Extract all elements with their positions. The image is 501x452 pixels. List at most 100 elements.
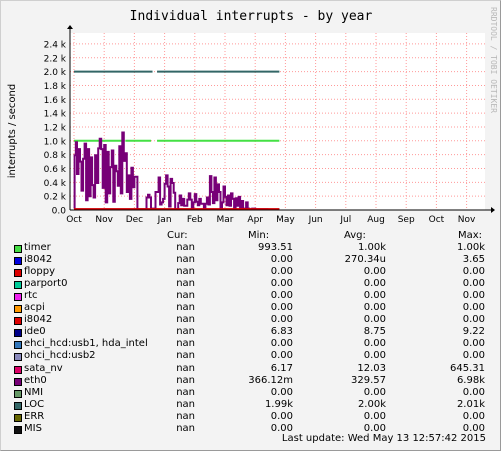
legend-min: 0.00 bbox=[270, 410, 293, 422]
y-tick-label: 2.2 k bbox=[44, 54, 67, 64]
legend-avg: 0.00 bbox=[363, 350, 386, 362]
legend-max: 0.00 bbox=[462, 290, 485, 302]
legend-min: 0.00 bbox=[270, 278, 293, 290]
legend-max: 1.00k bbox=[456, 242, 485, 253]
legend-swatch bbox=[14, 245, 22, 253]
legend-max: 0.00 bbox=[462, 314, 485, 326]
plot-background bbox=[70, 33, 485, 210]
y-tick-label: 0.6 k bbox=[44, 165, 67, 175]
legend-avg: 8.75 bbox=[363, 326, 386, 338]
legend-min: 0.00 bbox=[270, 422, 293, 434]
x-axis-ticks: Oct Nov Dec Jan Feb Mar Apr May Jun Jul Aug Sep Oct N… bbox=[66, 215, 476, 225]
legend-min: 0.00 bbox=[270, 338, 293, 350]
legend-cur: nan bbox=[176, 290, 195, 302]
legend-swatch bbox=[14, 269, 22, 278]
legend-name: NMI bbox=[24, 386, 44, 398]
legend-avg: 2.00k bbox=[357, 398, 386, 410]
y-tick-label: 1.2 k bbox=[44, 123, 67, 133]
legend-max: 9.22 bbox=[462, 326, 485, 338]
legend-name: ide0 bbox=[24, 326, 46, 338]
legend-avg: 0.00 bbox=[363, 302, 386, 314]
legend-cur: nan bbox=[176, 362, 195, 374]
legend-cur: nan bbox=[176, 314, 195, 326]
legend-name: MIS bbox=[24, 422, 42, 434]
legend-max: 0.00 bbox=[462, 410, 485, 422]
legend-max: 645.31 bbox=[450, 362, 485, 374]
legend-name: i8042 bbox=[24, 314, 53, 326]
legend-swatch bbox=[14, 293, 22, 302]
legend-min: 0.00 bbox=[270, 266, 293, 278]
legend-avg: 12.03 bbox=[357, 362, 386, 374]
legend-avg: 0.00 bbox=[363, 266, 386, 278]
legend-max: 0.00 bbox=[462, 278, 485, 290]
legend-name: rtc bbox=[24, 290, 38, 302]
legend-cur: nan bbox=[176, 302, 195, 314]
legend-avg: 0.00 bbox=[363, 410, 386, 422]
legend-name: LOC bbox=[24, 398, 45, 410]
legend-min: 0.00 bbox=[270, 350, 293, 362]
x-axis-arrow bbox=[491, 207, 495, 213]
x-tick-label: Dec bbox=[126, 215, 143, 225]
y-tick-label: 1.6 k bbox=[44, 96, 67, 106]
legend-min: 0.00 bbox=[270, 386, 293, 398]
legend-cur: nan bbox=[176, 254, 195, 266]
y-tick-label: 0.2 k bbox=[44, 193, 67, 203]
legend-min: 6.83 bbox=[270, 326, 293, 338]
legend-max: 2.01k bbox=[456, 398, 485, 410]
legend-swatch bbox=[14, 305, 22, 314]
x-tick-label: May bbox=[276, 215, 295, 225]
x-tick-label: Apr bbox=[247, 215, 263, 225]
x-tick-label: Feb bbox=[187, 215, 203, 225]
legend-swatch bbox=[14, 425, 22, 434]
legend-avg: 0.00 bbox=[363, 314, 386, 326]
legend-max: 3.65 bbox=[462, 254, 485, 266]
legend-cur: nan bbox=[176, 278, 195, 290]
legend-swatch bbox=[14, 377, 22, 386]
legend-swatch bbox=[14, 281, 22, 290]
legend-name: parport0 bbox=[24, 278, 68, 290]
x-tick-label: Nov bbox=[458, 215, 476, 225]
chart-title: Individual interrupts - by year bbox=[130, 9, 373, 24]
legend-min: 0.00 bbox=[270, 302, 293, 314]
legend-name: ERR bbox=[24, 410, 45, 422]
y-axis-ticks: 0.0 0.2 k 0.4 k 0.6 k 0.8 k 1.0 k 1.2 k 1.4 k 1.… bbox=[44, 40, 67, 216]
legend-name: timer bbox=[24, 242, 51, 253]
legend-name: i8042 bbox=[24, 254, 53, 266]
x-tick-label: Oct bbox=[429, 215, 445, 225]
legend-header-min: Min: bbox=[248, 230, 270, 241]
legend-max: 0.00 bbox=[462, 350, 485, 362]
legend-swatch bbox=[14, 257, 22, 266]
legend-max: 6.98k bbox=[456, 374, 485, 386]
legend-max: 0.00 bbox=[462, 386, 485, 398]
legend-min: 366.12m bbox=[248, 374, 293, 386]
y-tick-label: 0.4 k bbox=[44, 179, 67, 189]
legend-name: ohci_hcd:usb2 bbox=[24, 350, 96, 362]
legend-avg: 329.57 bbox=[351, 374, 386, 386]
legend-cur: nan bbox=[176, 350, 195, 362]
legend-name: acpi bbox=[24, 302, 45, 314]
legend-max: 0.00 bbox=[462, 338, 485, 350]
legend-cur: nan bbox=[176, 242, 195, 253]
legend-min: 6.17 bbox=[270, 362, 293, 374]
y-tick-label: 1.0 k bbox=[44, 137, 67, 147]
legend-header-max: Max: bbox=[458, 230, 483, 241]
axes bbox=[67, 25, 495, 213]
y-axis-label: interrupts / second bbox=[7, 84, 18, 178]
x-tick-label: Aug bbox=[367, 215, 385, 225]
legend-swatch bbox=[14, 341, 22, 350]
y-axis-arrow bbox=[67, 25, 73, 29]
legend-name: ehci_hcd:usb1, hda_intel bbox=[24, 338, 148, 350]
rrdtool-watermark: RRDTOOL / TOBI OETIKER bbox=[489, 7, 498, 113]
legend-avg: 0.00 bbox=[363, 278, 386, 290]
legend-name: eth0 bbox=[24, 374, 47, 386]
legend-cur: nan bbox=[176, 266, 195, 278]
x-tick-label: Jan bbox=[157, 215, 172, 225]
legend-avg: 0.00 bbox=[363, 338, 386, 350]
legend-max: 0.00 bbox=[462, 302, 485, 314]
x-tick-label: Mar bbox=[217, 215, 234, 225]
x-tick-label: Oct bbox=[66, 215, 82, 225]
legend-swatch bbox=[14, 389, 22, 398]
series-lines bbox=[73, 70, 280, 211]
